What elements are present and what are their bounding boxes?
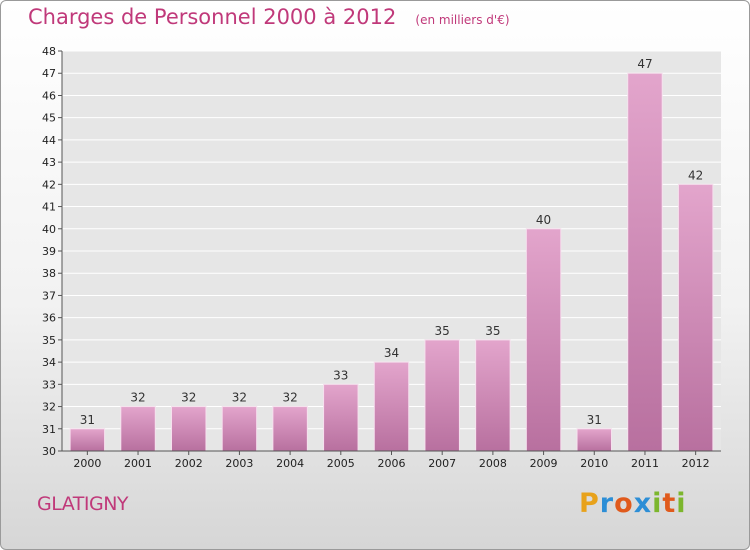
logo-letter: r xyxy=(599,488,615,519)
data-label-2004: 32 xyxy=(282,391,297,405)
bar-2008 xyxy=(475,339,511,452)
x-tick-label-2003: 2003 xyxy=(225,457,253,470)
data-label-2009: 40 xyxy=(536,213,551,227)
bar-2009 xyxy=(525,228,562,452)
y-tick-label: 44 xyxy=(42,134,56,147)
y-tick-label: 35 xyxy=(42,334,56,347)
y-tick-label: 48 xyxy=(42,45,56,58)
logo-letter: x xyxy=(633,488,653,519)
bar-2003 xyxy=(221,406,258,452)
y-tick-label: 32 xyxy=(42,401,56,414)
y-tick-label: 40 xyxy=(42,223,56,236)
bar-2012 xyxy=(677,183,714,452)
y-tick-label: 38 xyxy=(42,267,56,280)
logo-letter: t xyxy=(662,488,677,519)
x-tick-label-2012: 2012 xyxy=(682,457,710,470)
y-tick-label: 41 xyxy=(42,201,56,214)
bar-2000 xyxy=(69,428,106,452)
chart-title: Charges de Personnel 2000 à 2012 xyxy=(28,5,397,29)
y-tick-label: 31 xyxy=(42,423,56,436)
logo-letter: P xyxy=(579,488,600,519)
bar-2006 xyxy=(373,361,410,452)
x-tick-label-2011: 2011 xyxy=(631,457,659,470)
y-tick-label: 47 xyxy=(42,67,56,80)
bar-2001 xyxy=(120,406,156,452)
y-tick-label: 45 xyxy=(42,112,56,125)
x-tick-label-2001: 2001 xyxy=(124,457,152,470)
bar-2005 xyxy=(323,383,359,452)
data-label-2010: 31 xyxy=(587,413,602,427)
x-tick-label-2005: 2005 xyxy=(327,457,355,470)
y-tick-label: 33 xyxy=(42,378,56,391)
data-label-2003: 32 xyxy=(232,391,247,405)
y-tick-label: 34 xyxy=(42,356,56,369)
x-tick-label-2002: 2002 xyxy=(175,457,203,470)
x-tick-label-2009: 2009 xyxy=(530,457,558,470)
data-label-2007: 35 xyxy=(435,324,450,338)
x-tick-label-2008: 2008 xyxy=(479,457,507,470)
x-tick-label-2004: 2004 xyxy=(276,457,304,470)
bar-2002 xyxy=(170,406,207,452)
y-tick-label: 39 xyxy=(42,245,56,258)
chart-unit: (en milliers d'€) xyxy=(415,13,510,27)
data-label-2006: 34 xyxy=(384,346,399,360)
bar-2011 xyxy=(627,72,663,452)
y-tick-label: 36 xyxy=(42,312,56,325)
bar-2004 xyxy=(272,406,308,452)
bar-2010 xyxy=(576,428,613,452)
data-label-2000: 31 xyxy=(80,413,95,427)
y-tick-label: 30 xyxy=(42,445,56,458)
title-area: Charges de Personnel 2000 à 2012 (en mil… xyxy=(28,5,510,29)
logo-letter: i xyxy=(652,488,663,519)
y-tick-label: 42 xyxy=(42,178,56,191)
proxiti-logo: Proxiti xyxy=(579,488,687,519)
logo-letter: o xyxy=(614,488,634,519)
data-label-2008: 35 xyxy=(485,324,500,338)
y-tick-label: 46 xyxy=(42,89,56,102)
data-label-2005: 33 xyxy=(333,368,348,382)
y-tick-label: 43 xyxy=(42,156,56,169)
data-label-2011: 47 xyxy=(637,57,652,71)
x-tick-label-2007: 2007 xyxy=(428,457,456,470)
logo-letter: i xyxy=(676,488,687,519)
x-tick-label-2000: 2000 xyxy=(73,457,101,470)
commune-name: GLATIGNY xyxy=(37,493,129,515)
data-label-2012: 42 xyxy=(688,168,703,182)
data-label-2002: 32 xyxy=(181,391,196,405)
y-tick-label: 37 xyxy=(42,289,56,302)
bar-2007 xyxy=(424,339,460,452)
x-tick-label-2006: 2006 xyxy=(378,457,406,470)
x-tick-label-2010: 2010 xyxy=(580,457,608,470)
data-label-2001: 32 xyxy=(130,391,145,405)
